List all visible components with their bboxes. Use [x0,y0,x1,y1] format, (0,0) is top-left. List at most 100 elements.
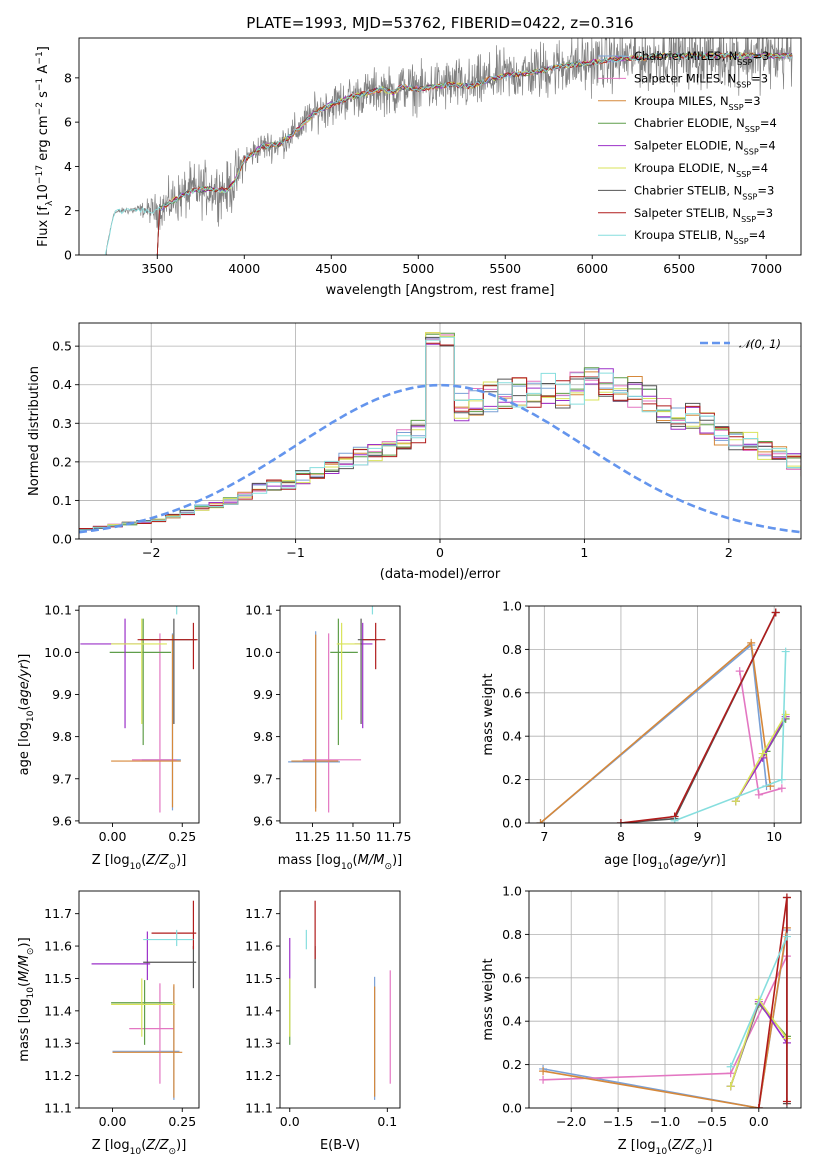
y-axis-label: mass weight [481,958,496,1040]
error-bar-0 [141,633,181,811]
error-bar-2 [111,634,181,808]
error-bar-4 [91,931,151,981]
legend-entry: Chabrier ELODIE, NSSP=4 [634,116,777,134]
y-tick-label: 10.0 [44,645,72,660]
axes-mass_vs_Z: 0.00 0.25 11.1 11.2 11.3 11.4 11.5 11.6 11.7 Z [l… [17,890,200,1157]
x-tick-label: 3500 [141,261,173,276]
y-tick-label: 0.4 [502,729,522,744]
x-tick-label: 11.25 [295,829,331,844]
weight-marker [782,932,791,941]
residual-histogram-8 [79,336,801,531]
y-tick-label: 9.6 [52,813,72,828]
y-tick-label: 11.6 [44,939,72,954]
weight-marker [782,893,791,902]
plot-area-residuals [79,332,801,534]
y-tick-label: 9.8 [253,729,273,744]
y-axis-label: age [log10(age/yr)] [17,654,36,776]
x-tick-label: 11.75 [376,829,412,844]
x-tick-label: 9 [694,829,702,844]
weight-marker [781,647,790,656]
y-tick-label: 4 [64,159,72,174]
weight-series-2 [536,638,775,823]
y-axis-label: mass weight [481,673,496,755]
axes-age_vs_mass: 11.25 11.50 11.75 9.6 9.7 9.8 9.9 10.0 10.1 mass … [245,603,412,872]
legend-entry: Kroupa STELIB, NSSP=4 [634,228,766,246]
x-tick-label: −1.5 [603,1114,633,1129]
y-tick-label: 0.4 [52,377,72,392]
y-tick-label: 0.0 [502,816,522,831]
y-tick-label: 1.0 [502,599,522,614]
y-tick-label: 9.9 [253,687,273,702]
x-tick-label: 0.0 [749,1114,769,1129]
error-bar-4 [80,618,142,729]
y-tick-label: 10.1 [44,603,72,618]
plot-area-age_vs_Z [80,606,198,813]
y-tick-label: 11.1 [44,1101,72,1116]
y-tick-label: 11.6 [245,939,273,954]
y-tick-label: 10.1 [245,603,273,618]
y-tick-label: 10.0 [245,645,273,660]
legend-entry: Kroupa MILES, NSSP=3 [634,94,761,112]
x-axis-label: Z [log10(Z/Z⊙)] [618,1138,713,1157]
x-tick-label: −2.0 [556,1114,586,1129]
axes-frame [279,890,401,1109]
y-tick-label: 11.3 [44,1036,72,1051]
weight-series-8 [726,932,791,1071]
legend-entry: Salpeter ELODIE, NSSP=4 [634,139,776,157]
legend-entry: Salpeter MILES, NSSP=3 [634,71,768,89]
weight-marker [735,667,744,676]
plot-area-mass_weight_vs_Z [539,893,791,1108]
y-tick-label: 0.2 [502,772,522,787]
error-bar-1 [129,983,174,1084]
weight-marker [726,1082,735,1091]
x-tick-label: 4000 [228,261,260,276]
y-tick-label: 0.0 [52,532,72,547]
y-tick-label: 9.9 [52,687,72,702]
x-tick-label: 0 [436,545,444,560]
error-bar-8 [143,929,194,947]
x-tick-label: 5000 [402,261,434,276]
y-tick-label: 0.8 [502,642,522,657]
x-tick-label: 4500 [315,261,347,276]
y-tick-label: 11.3 [245,1036,273,1051]
legend-entry: Chabrier MILES, NSSP=3 [634,49,769,67]
error-bar-1 [302,633,362,813]
weight-series-1 [735,667,786,799]
model-spectrum-8 [104,52,793,255]
y-tick-label: 0.0 [502,1101,522,1116]
error-bar-5 [111,978,176,1037]
x-axis-label: Z [log10(Z/Z⊙)] [92,1138,187,1157]
y-axis-label: Normed distribution [27,366,42,496]
x-tick-label: 0.00 [99,829,127,844]
error-bar-2 [112,984,183,1098]
x-tick-label: 0.0 [280,1114,300,1129]
x-tick-label: 11.50 [335,829,371,844]
x-tick-label: 2 [725,545,733,560]
error-bar-6 [140,618,197,724]
error-bar-6 [357,618,378,724]
plot-area-mass_vs_ebv [289,900,391,1100]
error-bar-8 [176,606,178,615]
y-tick-label: 8 [64,70,72,85]
y-tick-label: 11.7 [44,906,72,921]
y-tick-label: 11.2 [245,1068,273,1083]
error-bar-7 [137,622,198,670]
x-axis-label: age [log10(age/yr)] [604,853,726,872]
error-bar-7 [362,622,386,670]
y-tick-label: 0.1 [52,493,72,508]
x-tick-label: 5500 [489,261,521,276]
x-tick-label: −0.5 [697,1114,727,1129]
y-tick-label: 0.4 [502,1014,522,1029]
y-tick-label: 0.6 [502,970,522,985]
x-tick-label: 0.25 [168,829,196,844]
x-tick-label: 7 [540,829,548,844]
legend-entry: Salpeter STELIB, NSSP=3 [634,206,773,224]
model-spectrum-7 [156,52,793,255]
legend: Chabrier MILES, NSSP=3 Salpeter MILES, NS… [598,49,777,246]
residual-histogram-7 [79,342,801,529]
x-tick-label: 0.25 [168,1114,196,1129]
plot-area-mass_weight_vs_age [536,608,790,823]
error-bar-5 [336,622,362,720]
weight-marker [539,1067,548,1076]
